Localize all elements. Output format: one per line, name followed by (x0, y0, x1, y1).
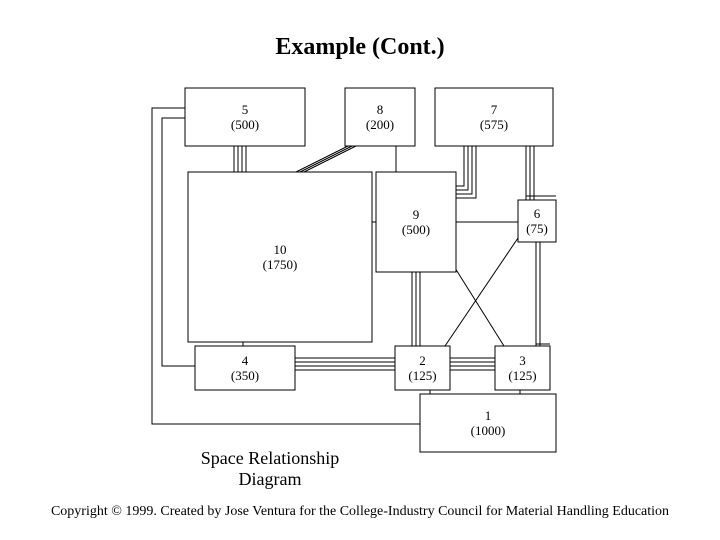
svg-text:(125): (125) (408, 368, 436, 383)
svg-text:(200): (200) (366, 117, 394, 132)
svg-text:(350): (350) (231, 368, 259, 383)
diagram-canvas: 5(500)8(200)7(575)10(1750)9(500)6(75)4(3… (0, 0, 720, 540)
copyright-footer: Copyright © 1999. Created by Jose Ventur… (0, 504, 720, 520)
svg-text:1: 1 (485, 408, 492, 423)
svg-text:9: 9 (413, 207, 420, 222)
svg-text:6: 6 (534, 206, 541, 221)
svg-text:(75): (75) (526, 221, 548, 236)
diagram-caption: Space Relationship Diagram (190, 448, 350, 489)
svg-text:2: 2 (419, 353, 426, 368)
svg-text:(1750): (1750) (263, 257, 298, 272)
svg-text:(575): (575) (480, 117, 508, 132)
svg-text:8: 8 (377, 102, 384, 117)
svg-text:4: 4 (242, 353, 249, 368)
svg-text:(1000): (1000) (471, 423, 506, 438)
svg-text:3: 3 (519, 353, 526, 368)
svg-text:10: 10 (274, 242, 287, 257)
svg-text:(500): (500) (402, 222, 430, 237)
caption-line-1: Space Relationship (201, 448, 339, 468)
svg-text:7: 7 (491, 102, 498, 117)
svg-text:(125): (125) (508, 368, 536, 383)
svg-text:5: 5 (242, 102, 249, 117)
svg-text:(500): (500) (231, 117, 259, 132)
caption-line-2: Diagram (239, 469, 302, 489)
